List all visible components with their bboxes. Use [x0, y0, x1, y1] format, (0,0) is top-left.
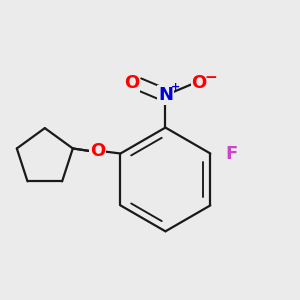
Text: N: N: [158, 86, 173, 104]
Text: −: −: [205, 70, 217, 85]
Text: O: O: [90, 142, 105, 160]
Text: F: F: [225, 145, 237, 163]
Text: +: +: [170, 82, 180, 92]
Text: O: O: [124, 74, 140, 92]
Text: O: O: [191, 74, 207, 92]
